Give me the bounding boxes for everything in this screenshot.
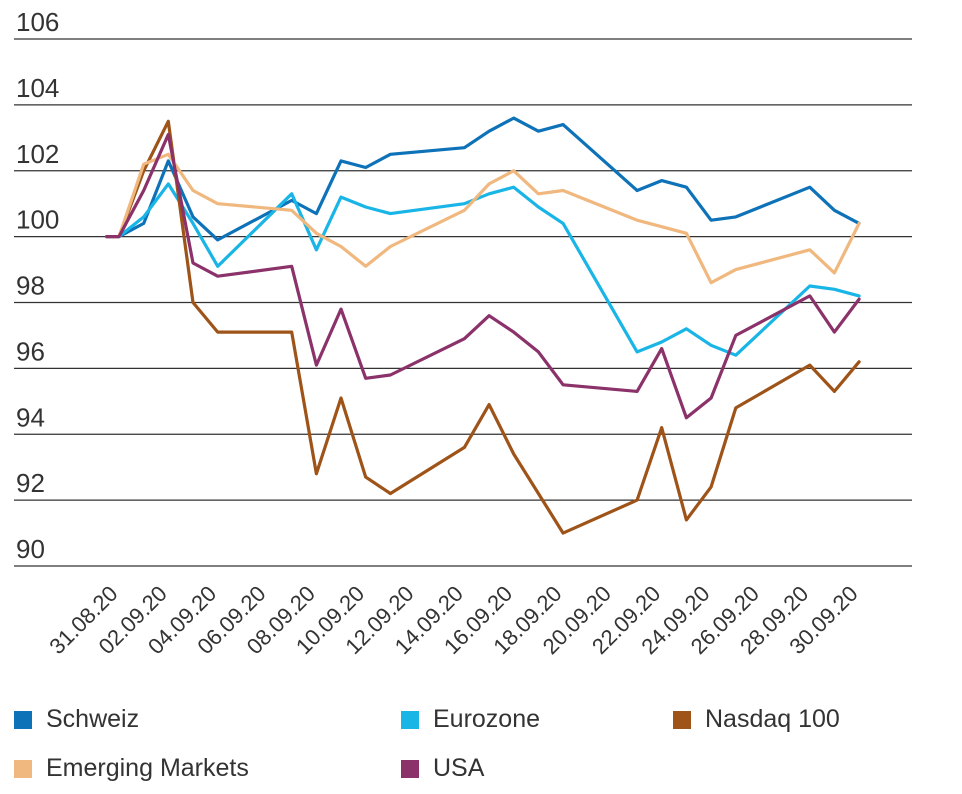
series-line-schweiz [105, 116, 861, 242]
series-line-nasdaq-100 [105, 119, 861, 535]
y-tick-label-90: 90 [16, 534, 45, 564]
x-axis-ticks: 31.08.2002.09.2004.09.2006.09.2008.09.20… [44, 581, 862, 659]
grid [14, 38, 912, 567]
y-tick-label-98: 98 [16, 271, 45, 301]
y-tick-label-96: 96 [16, 336, 45, 366]
y-axis-ticks: 90 92 94 96 98 100 102 104 106 [16, 7, 59, 564]
y-tick-label-104: 104 [16, 73, 59, 103]
series-line-usa [105, 132, 861, 420]
series-line-emerging-markets [105, 152, 861, 285]
y-tick-label-106: 106 [16, 7, 59, 37]
y-tick-label-92: 92 [16, 468, 45, 498]
y-tick-label-100: 100 [16, 205, 59, 235]
y-tick-label-102: 102 [16, 139, 59, 169]
series-lines [105, 116, 861, 535]
y-tick-label-94: 94 [16, 402, 45, 432]
